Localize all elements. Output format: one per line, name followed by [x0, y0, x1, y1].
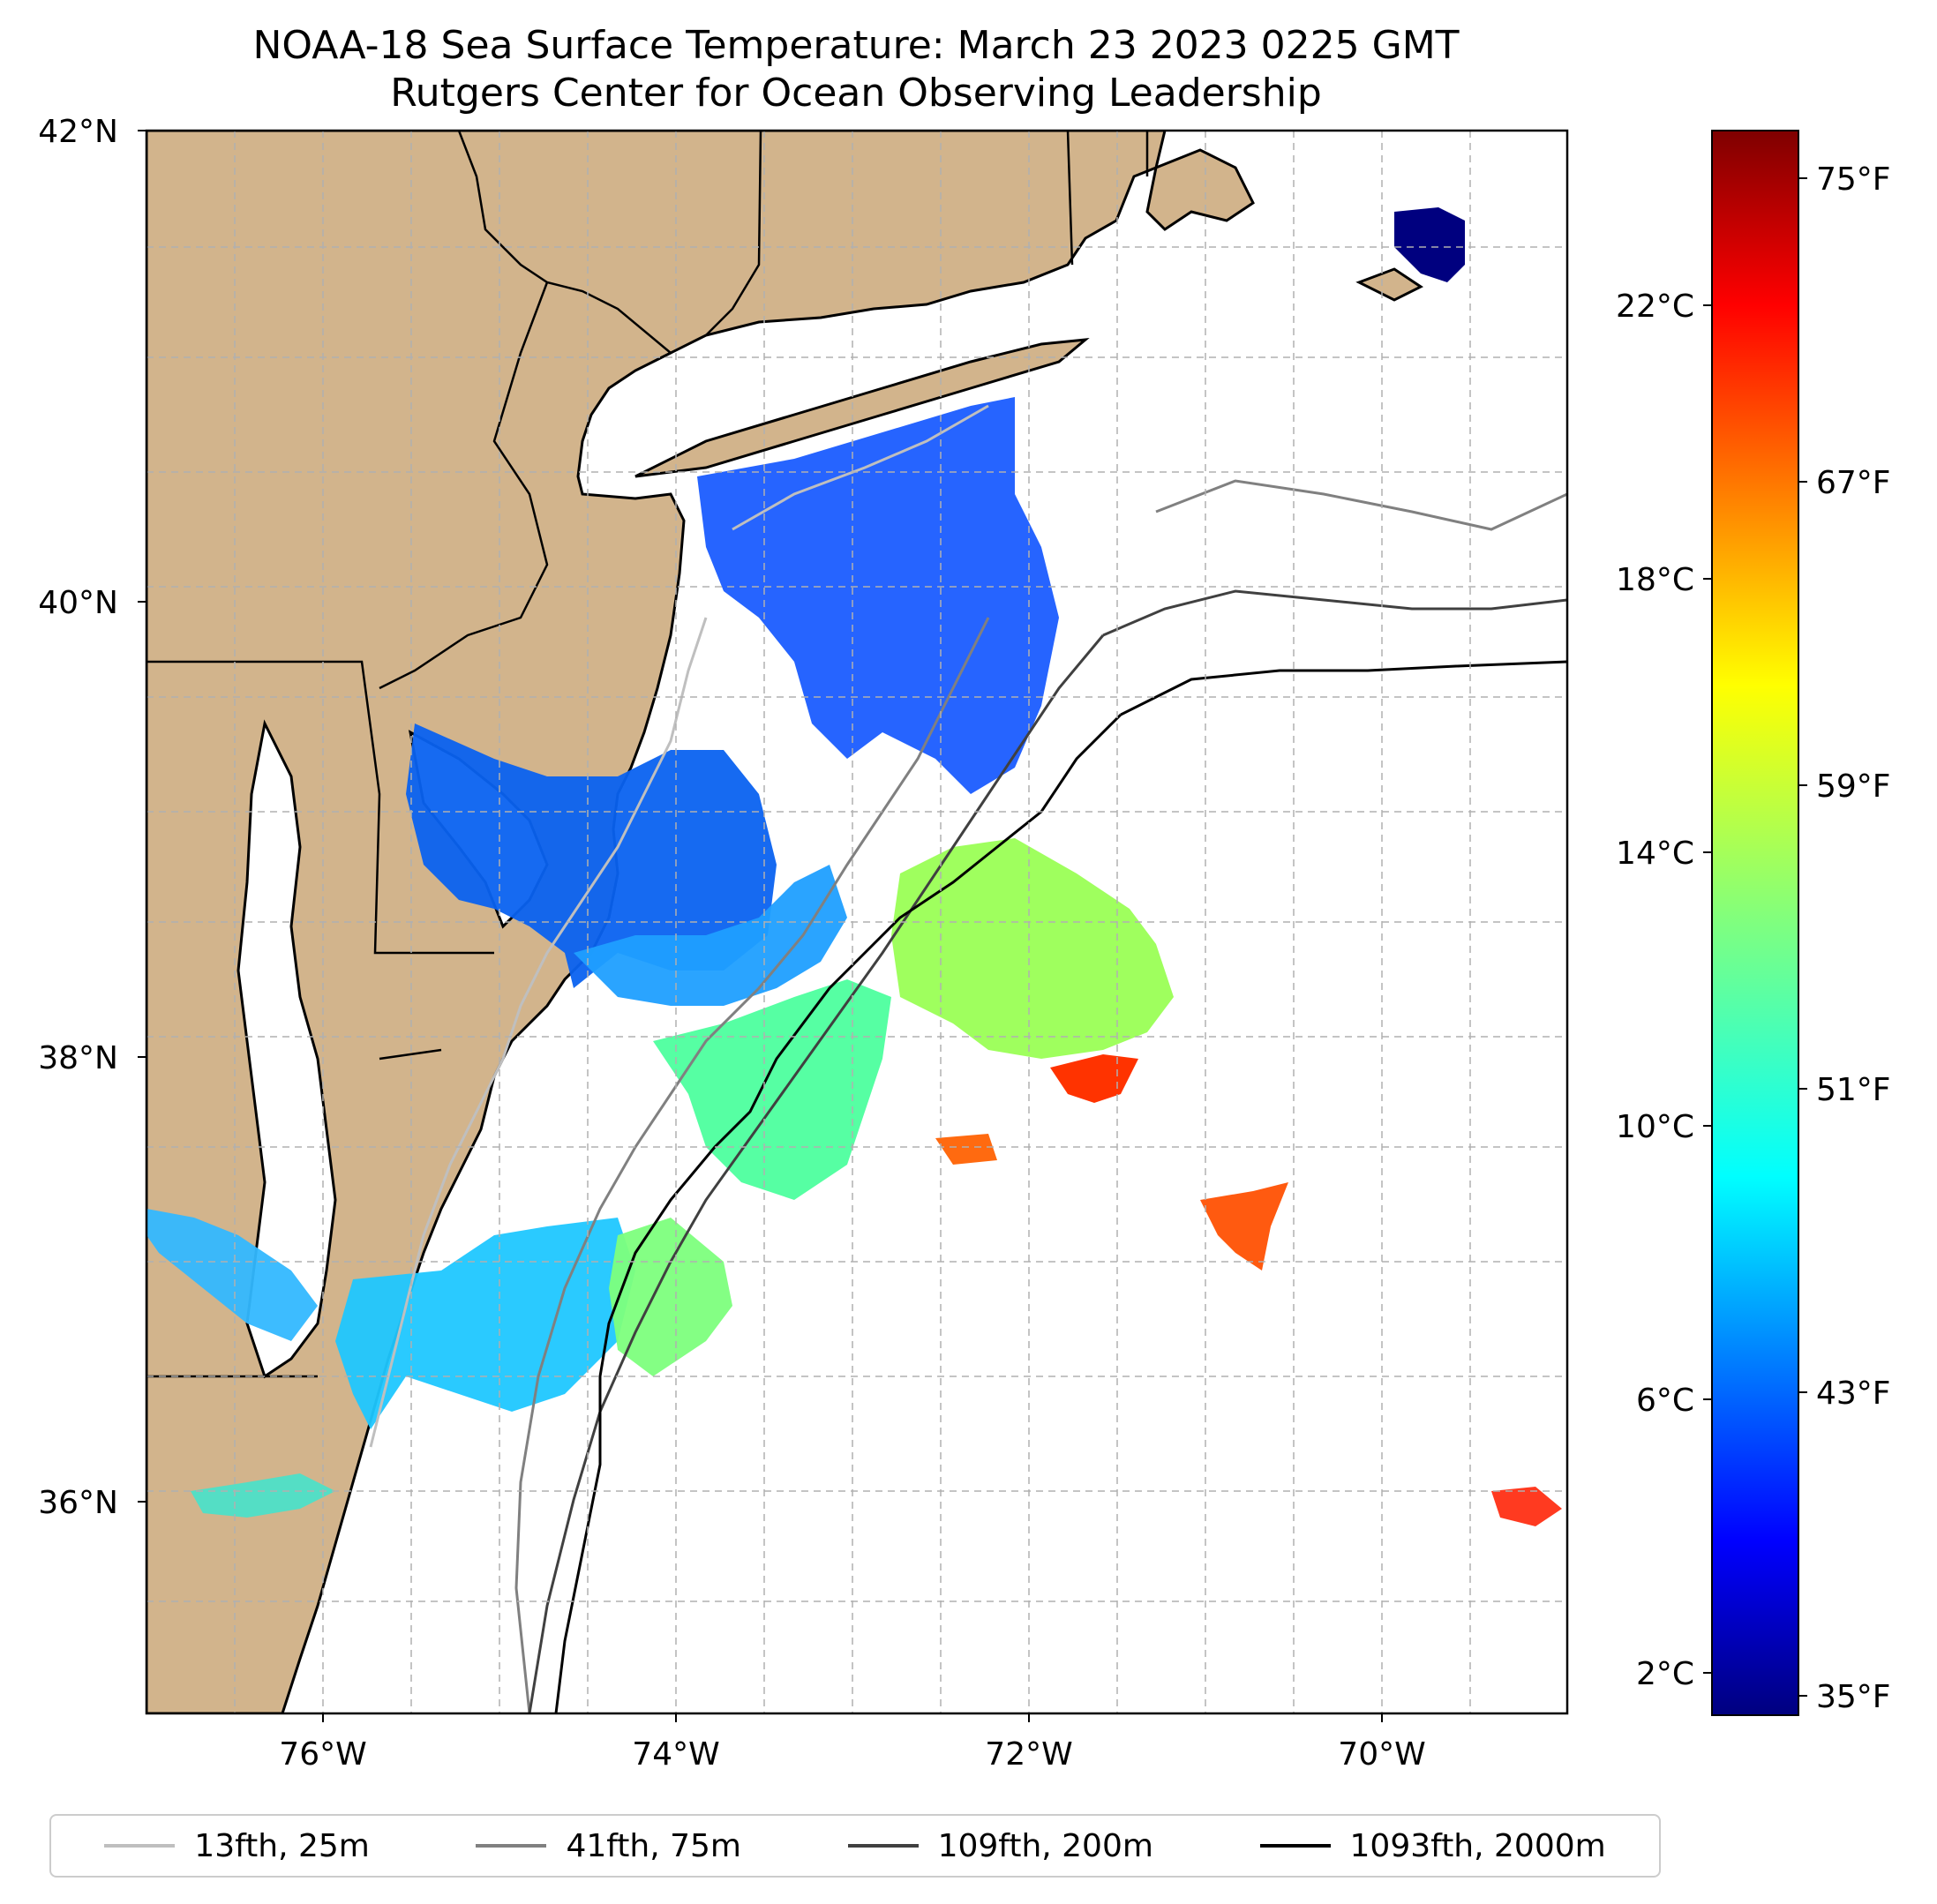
sst-va-slope	[609, 1218, 732, 1376]
sst-cape-cod-bay	[1394, 207, 1465, 282]
legend-label-75m: 41fth, 75m	[566, 1827, 741, 1864]
lon-label-76: 76°W	[279, 1736, 366, 1773]
bathymetry	[369, 404, 1567, 1713]
long-island	[634, 338, 1090, 478]
cbar-f-43: 43°F	[1816, 1376, 1891, 1412]
colorbar-c-ticks	[1703, 304, 1712, 1674]
chesapeake-bay	[236, 719, 337, 1379]
lon-label-74: 74°W	[632, 1736, 719, 1773]
cape-cod	[1145, 148, 1255, 231]
sst-warm-eddy-1	[1050, 1054, 1138, 1103]
gridlines	[146, 131, 1567, 1713]
legend-line-200m	[847, 1844, 919, 1848]
cbar-f-35: 35°F	[1816, 1679, 1891, 1715]
lat-label-36: 36°N	[38, 1485, 118, 1521]
contour-75m	[514, 479, 1567, 1713]
sst-ny-bight	[697, 397, 1059, 794]
sst-chesapeake	[146, 1209, 318, 1341]
cbar-c-22: 22°C	[1616, 289, 1694, 325]
legend: 13fth, 25m 41fth, 75m 109fth, 200m 1093f…	[49, 1814, 1661, 1878]
sst-slope-warm	[891, 838, 1174, 1059]
lon-label-70: 70°W	[1338, 1736, 1425, 1773]
legend-label-2000m: 1093fth, 2000m	[1349, 1827, 1606, 1864]
sst-warm-eddy-3	[935, 1134, 997, 1165]
legend-line-2000m	[1259, 1844, 1331, 1848]
axis-ticks	[138, 130, 1383, 1722]
lon-label-72: 72°W	[985, 1736, 1072, 1773]
legend-item-200m: 109fth, 200m	[847, 1827, 1153, 1864]
lat-label-40: 40°N	[38, 585, 118, 621]
legend-item-75m: 41fth, 75m	[476, 1828, 741, 1864]
legend-line-75m	[476, 1844, 547, 1848]
cbar-c-10: 10°C	[1616, 1109, 1694, 1145]
chart-subtitle: Rutgers Center for Ocean Observing Leade…	[390, 71, 1322, 116]
contour-2000m	[554, 660, 1567, 1713]
legend-line-25m	[104, 1844, 176, 1848]
colorbar	[1711, 130, 1799, 1716]
cbar-c-14: 14°C	[1616, 836, 1694, 872]
chart-title: NOAA-18 Sea Surface Temperature: March 2…	[252, 23, 1460, 68]
legend-item-25m: 13fth, 25m	[104, 1828, 370, 1864]
lat-label-42: 42°N	[38, 114, 118, 150]
map-frame	[145, 129, 1569, 1715]
cbar-c-6: 6°C	[1636, 1383, 1694, 1419]
sst-delmarva-shelf	[574, 865, 847, 1006]
cbar-f-59: 59°F	[1816, 768, 1891, 805]
sst-warm-eddy-2	[1200, 1182, 1288, 1271]
cbar-f-75: 75°F	[1816, 161, 1891, 198]
lat-label-38: 38°N	[38, 1040, 118, 1076]
legend-label-200m: 109fth, 200m	[937, 1827, 1153, 1864]
legend-item-2000m: 1093fth, 2000m	[1259, 1827, 1606, 1864]
cbar-f-67: 67°F	[1816, 465, 1891, 501]
sst-pamlico	[191, 1473, 335, 1518]
cbar-c-2: 2°C	[1636, 1656, 1694, 1692]
legend-label-25m: 13fth, 25m	[194, 1827, 370, 1864]
colorbar-f-ticks	[1798, 177, 1807, 1697]
contour-200m	[528, 589, 1567, 1713]
cbar-f-51: 51°F	[1816, 1072, 1891, 1108]
sst-warm-eddy-4	[1491, 1487, 1562, 1526]
cbar-c-18: 18°C	[1616, 562, 1694, 598]
